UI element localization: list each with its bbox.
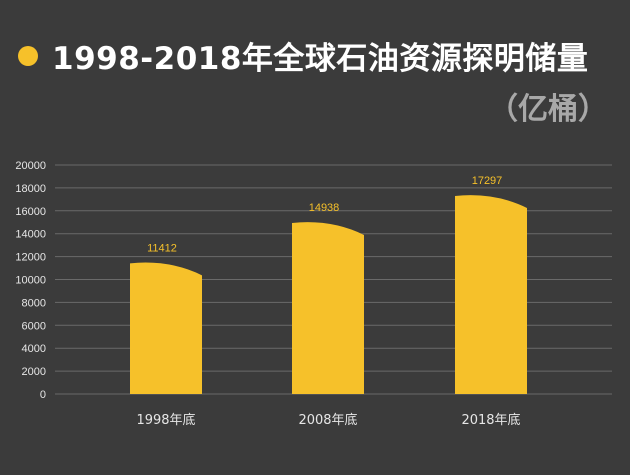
bar: [292, 222, 364, 394]
y-tick-label: 6000: [22, 320, 46, 332]
y-tick-label: 12000: [15, 252, 46, 264]
data-label: 14938: [309, 202, 340, 214]
bullet-dot-icon: [18, 45, 38, 66]
y-tick-label: 8000: [22, 297, 46, 309]
y-tick-label: 16000: [15, 206, 46, 218]
y-tick-label: 2000: [22, 366, 46, 378]
x-tick-label: 2018年底: [461, 412, 520, 428]
data-label: 17297: [472, 175, 503, 187]
chart-subtitle: （亿桶）: [488, 92, 608, 127]
y-tick-label: 10000: [15, 275, 46, 287]
y-tick-label: 4000: [22, 343, 46, 355]
y-tick-label: 14000: [15, 229, 46, 241]
bar: [455, 195, 527, 394]
x-tick-label: 1998年底: [136, 412, 195, 428]
y-tick-label: 18000: [15, 183, 46, 195]
chart-title: 1998-2018年全球石油资源探明储量: [52, 41, 589, 77]
y-tick-label: 20000: [15, 160, 46, 172]
x-tick-label: 2008年底: [298, 412, 357, 428]
data-label: 11412: [147, 242, 177, 254]
title-row: 1998-2018年全球石油资源探明储量: [18, 33, 588, 78]
y-tick-label: 0: [40, 389, 46, 401]
bar: [130, 262, 202, 394]
